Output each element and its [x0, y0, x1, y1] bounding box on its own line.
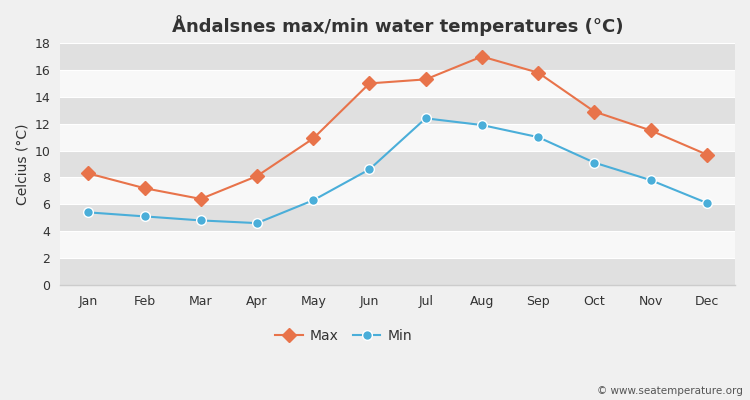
Legend: Max, Min: Max, Min	[269, 323, 418, 348]
Max	[646, 128, 656, 133]
Line: Min: Min	[83, 114, 712, 228]
Bar	[60, 150, 735, 178]
Title: Åndalsnes max/min water temperatures (°C): Åndalsnes max/min water temperatures (°C…	[172, 15, 623, 36]
Min	[422, 116, 430, 121]
Max	[590, 109, 599, 114]
Min	[140, 214, 149, 219]
Min	[253, 221, 262, 226]
Max	[703, 152, 712, 157]
Min	[84, 210, 93, 215]
Max	[140, 186, 149, 190]
Min	[478, 123, 487, 128]
Bar	[60, 43, 735, 70]
Min	[646, 178, 656, 182]
Bar	[60, 70, 735, 97]
Min	[590, 160, 599, 165]
Max	[309, 136, 318, 141]
Max	[422, 77, 430, 82]
Max	[365, 81, 374, 86]
Max	[253, 174, 262, 178]
Max	[84, 171, 93, 176]
Min	[703, 200, 712, 205]
Min	[309, 198, 318, 203]
Min	[196, 218, 206, 223]
Max	[478, 54, 487, 59]
Min	[365, 167, 374, 172]
Bar	[60, 178, 735, 204]
Line: Max: Max	[83, 52, 712, 204]
Bar	[60, 258, 735, 285]
Max	[534, 70, 543, 75]
Bar	[60, 231, 735, 258]
Bar	[60, 204, 735, 231]
Bar	[60, 124, 735, 150]
Min	[534, 135, 543, 140]
Y-axis label: Celcius (°C): Celcius (°C)	[15, 123, 29, 205]
Text: © www.seatemperature.org: © www.seatemperature.org	[597, 386, 742, 396]
Max	[196, 196, 206, 201]
Bar	[60, 97, 735, 124]
